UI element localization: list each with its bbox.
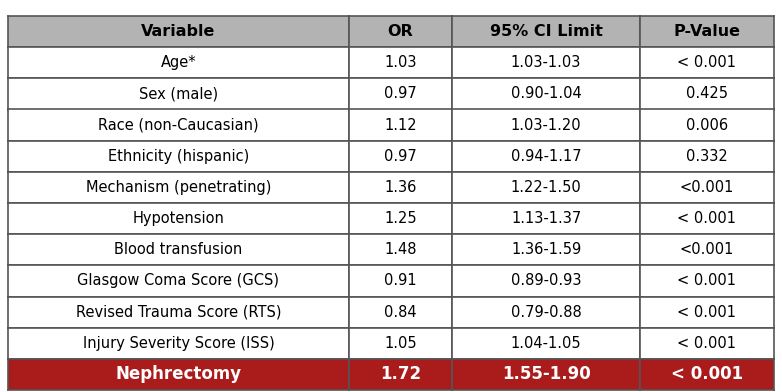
Text: 0.97: 0.97 [384, 149, 417, 164]
Text: <0.001: <0.001 [680, 242, 734, 257]
Text: Age*: Age* [160, 55, 196, 70]
Text: 1.25: 1.25 [384, 211, 417, 226]
Text: 0.94-1.17: 0.94-1.17 [511, 149, 582, 164]
Text: 0.84: 0.84 [384, 305, 417, 319]
Text: < 0.001: < 0.001 [677, 211, 737, 226]
Text: 95% CI Limit: 95% CI Limit [490, 24, 603, 39]
Text: 1.12: 1.12 [384, 118, 417, 132]
Text: < 0.001: < 0.001 [677, 305, 737, 319]
Text: Injury Severity Score (ISS): Injury Severity Score (ISS) [83, 336, 274, 351]
Text: < 0.001: < 0.001 [677, 273, 737, 289]
Text: 1.03-1.03: 1.03-1.03 [511, 55, 581, 70]
Text: Race (non-Caucasian): Race (non-Caucasian) [98, 118, 259, 132]
Text: 0.97: 0.97 [384, 86, 417, 102]
Text: Hypotension: Hypotension [132, 211, 224, 226]
Text: Sex (male): Sex (male) [139, 86, 218, 102]
Text: Variable: Variable [142, 24, 216, 39]
Text: 1.05: 1.05 [384, 336, 417, 351]
Text: 1.03: 1.03 [384, 55, 417, 70]
Text: 0.89-0.93: 0.89-0.93 [511, 273, 581, 289]
Text: 1.36-1.59: 1.36-1.59 [511, 242, 581, 257]
Text: 1.03-1.20: 1.03-1.20 [511, 118, 582, 132]
Text: 0.425: 0.425 [686, 86, 728, 102]
Text: P-Value: P-Value [673, 24, 741, 39]
Text: Nephrectomy: Nephrectomy [116, 365, 242, 383]
Text: < 0.001: < 0.001 [677, 55, 737, 70]
Text: 0.90-1.04: 0.90-1.04 [511, 86, 582, 102]
Text: 1.04-1.05: 1.04-1.05 [511, 336, 582, 351]
Text: 1.36: 1.36 [385, 180, 417, 195]
Text: 1.55-1.90: 1.55-1.90 [502, 365, 590, 383]
Text: <0.001: <0.001 [680, 180, 734, 195]
Text: 1.13-1.37: 1.13-1.37 [511, 211, 581, 226]
Text: 1.48: 1.48 [384, 242, 417, 257]
Text: 0.332: 0.332 [686, 149, 728, 164]
Text: Ethnicity (hispanic): Ethnicity (hispanic) [108, 149, 249, 164]
Text: 0.006: 0.006 [686, 118, 728, 132]
Text: 0.91: 0.91 [384, 273, 417, 289]
Text: Mechanism (penetrating): Mechanism (penetrating) [86, 180, 271, 195]
Text: OR: OR [388, 24, 414, 39]
Text: 1.22-1.50: 1.22-1.50 [511, 180, 582, 195]
Text: < 0.001: < 0.001 [671, 365, 743, 383]
Text: < 0.001: < 0.001 [677, 336, 737, 351]
Text: 1.72: 1.72 [380, 365, 421, 383]
Text: Glasgow Coma Score (GCS): Glasgow Coma Score (GCS) [77, 273, 279, 289]
Text: Blood transfusion: Blood transfusion [114, 242, 242, 257]
Text: 0.79-0.88: 0.79-0.88 [511, 305, 582, 319]
Text: Revised Trauma Score (RTS): Revised Trauma Score (RTS) [76, 305, 282, 319]
